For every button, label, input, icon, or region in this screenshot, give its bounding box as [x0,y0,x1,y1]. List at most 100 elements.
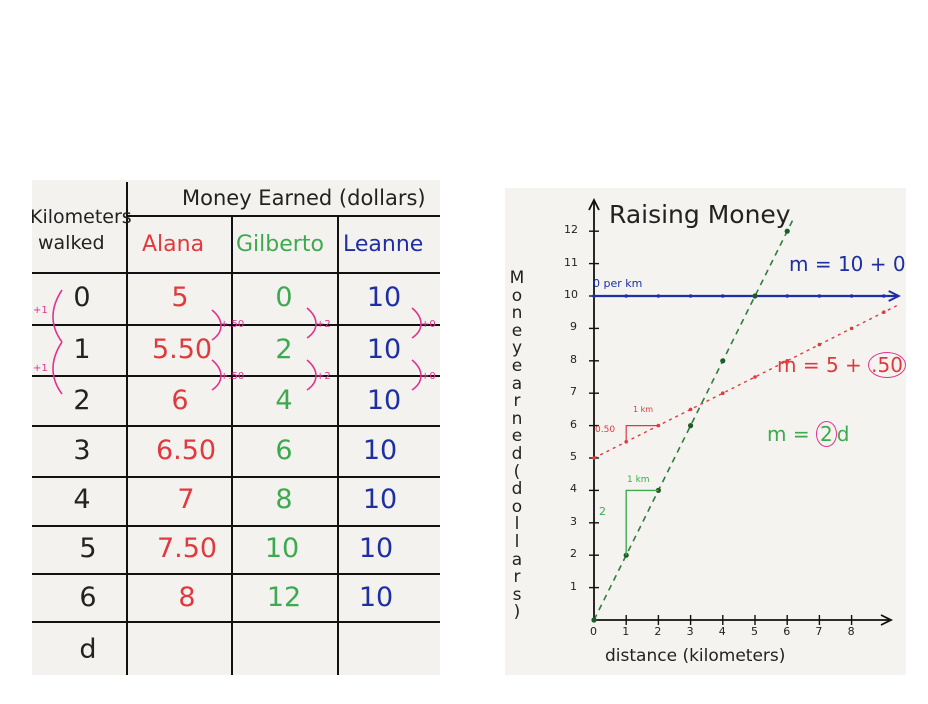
y-label-letter: e [511,426,523,447]
data-point [849,294,854,298]
data-point [753,375,757,379]
series-layer [591,217,901,623]
leanne-step-note: +0 [421,371,436,382]
equation-alana: m = 5 + .50d [777,352,906,378]
y-label-letter: a [511,549,523,570]
data-point [817,294,822,298]
alana-rise-note: 0.50 [595,425,616,435]
series-arrow-0 [888,290,901,302]
data-point [591,617,597,623]
y-label-letter: l [514,532,520,552]
data-point [720,358,726,364]
data-point [624,294,628,298]
data-point [688,407,693,412]
alana-cell: 6.50 [155,435,217,466]
gilberto-cell: 8 [275,484,293,515]
gilberto-rise-note: 2 [599,505,606,518]
series-line-1 [593,305,897,459]
x-tick-label: 0 [590,625,597,638]
x-tick-label: 8 [847,625,855,638]
col-header-leanne: Leanne [343,232,424,257]
data-point [655,487,661,493]
slope-notes [625,425,659,556]
y-label-letter: d [511,444,523,464]
y-tick-label: 8 [570,352,577,366]
x-tick-label: 6 [783,625,791,638]
y-label-letter: l [514,514,520,535]
x-tick-label: 2 [654,625,662,638]
km-cell: 3 [73,435,91,466]
y-tick-label: 5 [570,450,577,463]
y-label-letter: s [512,584,522,605]
y-label-letter: e [511,356,523,376]
y-label-letter: o [511,496,523,517]
km-step-note: +1 [33,305,48,316]
y-tick-label: 1 [570,579,577,593]
data-point [656,423,661,428]
alana-run-note: 1 km [633,405,654,414]
y-label-letter: ) [513,602,521,623]
x-axis-arrow [880,614,894,626]
km-cell: 0 [73,282,91,313]
y-label-letter: r [513,567,521,588]
gilberto-step-note: +2 [316,371,331,382]
km-cell: 2 [73,385,91,416]
leanne-cell: 10 [358,533,394,564]
km-cell: 5 [79,533,97,564]
alana-cell: 6 [171,385,189,416]
data-point [817,342,822,347]
y-tick-label: 12 [564,223,578,237]
km-header-line2: walked [38,232,105,254]
y-label-letter: r [513,391,521,412]
km-cell: 4 [73,484,91,515]
y-tick-label: 4 [570,482,577,496]
gilberto-cell: 4 [275,385,293,416]
y-label-letter: o [511,285,523,306]
data-point [784,228,790,234]
km-header-line1: Kilometers [32,206,132,228]
leanne-rate-note: 0 per km [593,277,643,290]
col-header-gilberto: Gilberto [236,232,324,257]
equation-gilberto-rate: 2 [815,421,837,447]
y-tick-label: 10 [564,288,578,301]
alana-cell: 5.50 [151,334,213,365]
alana-cell: 8 [178,582,196,613]
equation-gilberto-prefix: m = [767,422,816,446]
y-label-letter: M [509,268,525,288]
data-point [752,293,758,299]
y-label-letter: d [511,479,523,500]
x-tick-label: 3 [686,625,694,638]
data-point [688,423,694,429]
gilberto-cell: 6 [275,435,293,466]
data-table: Money Earned (dollars) Kilometers walked… [32,180,440,675]
data-point [882,294,886,298]
data-point [592,294,596,298]
data-point [688,294,693,298]
x-tick-label: 1 [622,625,630,638]
leanne-cell: 10 [362,484,398,515]
x-tick-label: 4 [718,625,726,638]
leanne-cell: 10 [366,282,402,313]
col-header-alana: Alana [142,232,205,257]
km-step-note: +1 [33,363,48,374]
y-axis-arrow [588,197,600,211]
y-label-letter: ( [513,461,521,482]
x-tick-label: 5 [751,625,758,638]
y-tick-label: 3 [570,514,577,528]
data-point [785,359,789,363]
money-earned-header: Money Earned (dollars) [182,186,426,210]
alana-step-note: +.50 [220,319,245,330]
data-point [721,294,725,298]
gilberto-cell: 10 [264,533,300,564]
alana-cell: 7.50 [156,533,218,564]
data-point [656,294,661,298]
equation-alana-prefix: m = 5 + [777,353,869,377]
leanne-cell: 10 [366,385,402,416]
y-tick-label: 2 [570,547,577,561]
leanne-cell: 10 [358,582,394,613]
y-label-letter: n [511,303,523,324]
y-label-letter: y [511,338,523,359]
gilberto-cell: 0 [275,282,293,313]
y-tick-label: 7 [570,385,577,399]
